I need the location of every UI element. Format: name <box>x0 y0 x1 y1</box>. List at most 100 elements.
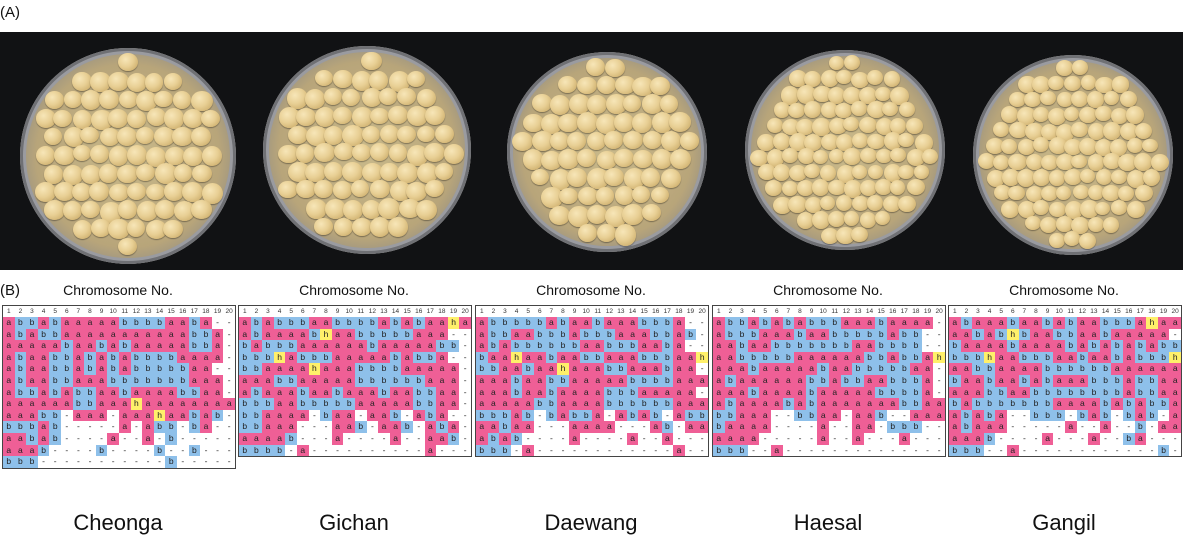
genotype-cell: a <box>297 444 309 457</box>
chromosome-number: 7 <box>549 308 554 315</box>
genotype-cell: b <box>1065 363 1077 375</box>
genotype-cell: - <box>223 351 235 364</box>
genotype-cell: - <box>378 444 390 457</box>
genotype-cell: b <box>389 317 402 329</box>
soybean-seed <box>173 91 192 109</box>
soybean-seed <box>145 146 167 167</box>
genotype-cell: b <box>1146 351 1158 364</box>
soybean-seed <box>614 75 636 95</box>
genotype-cell: b <box>747 363 760 375</box>
genotype-cell: - <box>534 433 546 445</box>
genotype-cell: b <box>188 317 201 329</box>
soybean-seed <box>398 198 421 219</box>
genotype-cell: a <box>580 398 592 410</box>
genotype-cell: b <box>545 409 558 422</box>
soybean-seed <box>820 227 840 245</box>
genotype-cell: a <box>972 386 984 399</box>
genotype-cell: a <box>960 398 973 410</box>
genotype-grid-gichan: 1 2 3 4 5 6 7 8 9 10 11 12 13 14 15 16 17 18 19 20 a b a b b b a a b… <box>238 305 472 458</box>
genotype-cell: b <box>1146 375 1158 387</box>
genotype-cell: b <box>1076 386 1089 399</box>
genotype-cell: b <box>995 386 1007 399</box>
genotype-cell: b <box>1111 375 1123 387</box>
genotype-cell: - <box>1018 409 1031 422</box>
genotype-cell: a <box>638 409 650 422</box>
soybean-seed <box>860 148 877 164</box>
soybean-seed <box>568 93 590 115</box>
genotype-cell: a <box>487 351 500 364</box>
genotype-cell: a <box>3 375 15 387</box>
genotype-cell: a <box>436 433 448 445</box>
soybean-seed <box>1071 60 1089 76</box>
genotype-cell: - <box>355 409 367 422</box>
soybean-seed <box>874 210 891 226</box>
genotype-cell: b <box>949 444 961 457</box>
soybean-seed <box>1063 231 1080 246</box>
soybean-seed <box>632 186 651 204</box>
genotype-cell: a <box>724 340 737 352</box>
genotype-cell: a <box>142 433 154 445</box>
genotype-cell: a <box>285 421 297 433</box>
genotype-cell: - <box>852 444 864 457</box>
genotype-cell: - <box>638 433 650 445</box>
genotype-cell: a <box>684 375 697 387</box>
genotype-cell: - <box>1088 444 1100 457</box>
soybean-seed <box>1040 185 1059 202</box>
genotype-cell: - <box>447 351 460 364</box>
genotype-cell: b <box>1018 328 1031 341</box>
genotype-cell: - <box>933 340 945 352</box>
genotype-cell: b <box>476 444 488 457</box>
genotype-cell: b <box>817 363 829 375</box>
genotype-cell: b <box>759 351 771 364</box>
genotype-cell: a <box>1157 317 1170 329</box>
genotype-cell: b <box>817 375 829 387</box>
genotype-cell: a <box>72 409 85 422</box>
genotype-cell: a <box>95 386 108 399</box>
soybean-seed <box>1055 216 1073 232</box>
genotype-cell: a <box>37 351 50 364</box>
soybean-seed <box>332 181 352 199</box>
genotype-cell: a <box>285 409 297 422</box>
genotype-cell: - <box>933 375 945 387</box>
genotype-cell: a <box>165 409 177 422</box>
genotype-cell: a <box>273 328 286 341</box>
soybean-seed <box>605 58 626 78</box>
genotype-cell: a <box>130 328 143 341</box>
genotype-cell: a <box>736 398 748 410</box>
soybean-seed <box>387 217 409 237</box>
genotype-cell: a <box>782 386 795 399</box>
genotype-cell: a <box>239 328 251 341</box>
genotype-cell: - <box>107 456 119 468</box>
soybean-seed <box>435 163 454 180</box>
soybean-seed <box>1119 122 1138 141</box>
genotype-cell: - <box>459 398 471 410</box>
genotype-cell: b <box>14 328 27 341</box>
soybean-seed <box>641 94 664 114</box>
soybean-seed <box>108 219 131 239</box>
genotype-cell: a <box>476 328 488 341</box>
genotype-cell: a <box>331 363 344 375</box>
chromosome-number: 6 <box>300 308 305 315</box>
soybean-seed <box>1135 122 1153 140</box>
soybean-seed <box>389 70 411 92</box>
soybean-seed <box>844 55 860 71</box>
genotype-cell: b <box>177 363 189 375</box>
chromosome-number: 10 <box>1055 308 1063 315</box>
genotype-cell: a <box>736 375 748 387</box>
soybean-seed <box>530 168 550 186</box>
chromosome-number: 1 <box>479 308 484 315</box>
chromosome-number: 13 <box>380 308 388 315</box>
soybean-seed <box>416 162 439 184</box>
genotype-cell: b <box>487 444 500 457</box>
genotype-cell: b <box>188 444 201 457</box>
genotype-cell: b <box>188 386 201 399</box>
genotype-cell: - <box>107 409 119 422</box>
genotype-cell: b <box>84 351 96 364</box>
genotype-cell: a <box>794 351 806 364</box>
genotype-cell: a <box>713 433 725 445</box>
genotype-cell: b <box>910 340 922 352</box>
soybean-seed <box>91 219 111 238</box>
genotype-cell: a <box>366 398 379 410</box>
soybean-seed <box>314 107 336 128</box>
chromosome-number: 4 <box>41 308 46 315</box>
